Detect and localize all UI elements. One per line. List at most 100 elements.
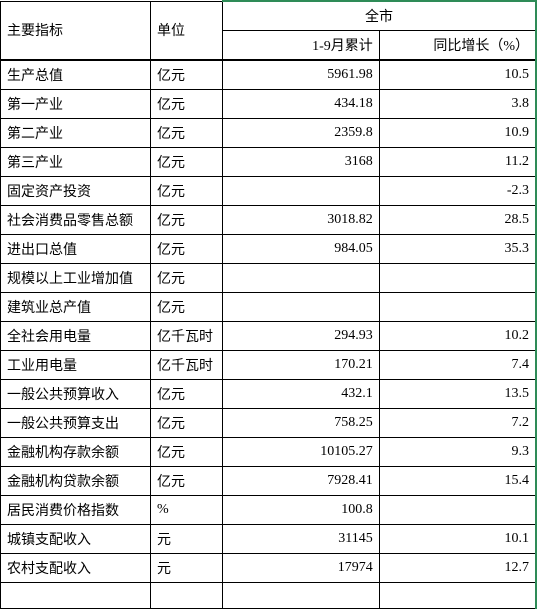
header-row-1: 主要指标 单位 全市 [1,1,537,31]
cell-value: 294.93 [223,322,380,351]
cell-unit: 亿元 [151,264,223,293]
table-row: 一般公共预算支出亿元758.257.2 [1,409,537,438]
cell-growth: 28.5 [379,206,536,235]
cell-unit: 亿元 [151,148,223,177]
cell-growth: 7.2 [379,409,536,438]
cell-value: 432.1 [223,380,380,409]
cell-growth [379,293,536,322]
cell-value: 758.25 [223,409,380,438]
cell-growth: 10.2 [379,322,536,351]
table-row: 城镇支配收入元3114510.1 [1,525,537,554]
cell-indicator: 固定资产投资 [1,177,151,206]
cell-unit: 元 [151,554,223,583]
cell-growth [379,583,536,609]
cell-unit: 亿元 [151,235,223,264]
cell-value: 3168 [223,148,380,177]
table-row: 规模以上工业增加值亿元 [1,264,537,293]
cell-value: 5961.98 [223,60,380,90]
cell-unit: 亿元 [151,467,223,496]
cell-value: 434.18 [223,90,380,119]
cell-indicator: 社会消费品零售总额 [1,206,151,235]
table-row: 建筑业总产值亿元 [1,293,537,322]
cell-growth: 10.1 [379,525,536,554]
cell-value: 170.21 [223,351,380,380]
cell-unit [151,583,223,609]
cell-indicator: 全社会用电量 [1,322,151,351]
cell-indicator: 一般公共预算支出 [1,409,151,438]
cell-value: 31145 [223,525,380,554]
table-row: 工业用电量亿千瓦时170.217.4 [1,351,537,380]
cell-growth: 11.2 [379,148,536,177]
table-row: 固定资产投资亿元 -2.3 [1,177,537,206]
cell-indicator: 金融机构存款余额 [1,438,151,467]
col-header-growth: 同比增长（%） [379,31,536,61]
cell-unit: 亿千瓦时 [151,351,223,380]
table-row [1,583,537,609]
cell-unit: 元 [151,525,223,554]
cell-growth: 10.5 [379,60,536,90]
table-body: 生产总值亿元5961.9810.5第一产业亿元434.183.8第二产业亿元23… [1,60,537,609]
cell-indicator: 居民消费价格指数 [1,496,151,525]
table-row: 金融机构存款余额亿元10105.279.3 [1,438,537,467]
cell-indicator: 一般公共预算收入 [1,380,151,409]
cell-unit: 亿元 [151,380,223,409]
cell-value: 3018.82 [223,206,380,235]
indicators-table: 主要指标 单位 全市 1-9月累计 同比增长（%） 生产总值亿元5961.981… [0,0,537,609]
cell-indicator: 金融机构贷款余额 [1,467,151,496]
cell-growth: 13.5 [379,380,536,409]
cell-indicator [1,583,151,609]
cell-value: 984.05 [223,235,380,264]
cell-unit: 亿千瓦时 [151,322,223,351]
table-row: 一般公共预算收入亿元432.113.5 [1,380,537,409]
cell-growth: 9.3 [379,438,536,467]
cell-growth: 10.9 [379,119,536,148]
col-header-unit: 单位 [151,1,223,60]
cell-unit: 亿元 [151,293,223,322]
cell-growth: 12.7 [379,554,536,583]
cell-value: 7928.41 [223,467,380,496]
cell-indicator: 建筑业总产值 [1,293,151,322]
cell-unit: 亿元 [151,90,223,119]
cell-unit: 亿元 [151,206,223,235]
table-row: 农村支配收入元1797412.7 [1,554,537,583]
table-row: 进出口总值亿元984.0535.3 [1,235,537,264]
cell-growth: 3.8 [379,90,536,119]
cell-growth: -2.3 [379,177,536,206]
cell-unit: % [151,496,223,525]
cell-unit: 亿元 [151,438,223,467]
cell-value: 100.8 [223,496,380,525]
table-row: 第三产业亿元316811.2 [1,148,537,177]
table-row: 第一产业亿元434.183.8 [1,90,537,119]
table-row: 生产总值亿元5961.9810.5 [1,60,537,90]
cell-unit: 亿元 [151,177,223,206]
table-row: 第二产业亿元2359.810.9 [1,119,537,148]
cell-indicator: 第一产业 [1,90,151,119]
table-row: 社会消费品零售总额亿元3018.8228.5 [1,206,537,235]
table-header: 主要指标 单位 全市 1-9月累计 同比增长（%） [1,1,537,60]
cell-indicator: 生产总值 [1,60,151,90]
cell-value: 10105.27 [223,438,380,467]
col-header-cumulative: 1-9月累计 [223,31,380,61]
cell-indicator: 规模以上工业增加值 [1,264,151,293]
cell-growth [379,264,536,293]
cell-value [223,293,380,322]
cell-growth [379,496,536,525]
col-header-city-group: 全市 [223,1,537,31]
cell-indicator: 工业用电量 [1,351,151,380]
cell-indicator: 第二产业 [1,119,151,148]
cell-growth: 7.4 [379,351,536,380]
cell-indicator: 农村支配收入 [1,554,151,583]
cell-value: 17974 [223,554,380,583]
col-header-indicator: 主要指标 [1,1,151,60]
cell-value [223,264,380,293]
cell-unit: 亿元 [151,119,223,148]
cell-indicator: 第三产业 [1,148,151,177]
table-row: 全社会用电量亿千瓦时294.9310.2 [1,322,537,351]
cell-unit: 亿元 [151,60,223,90]
cell-growth: 15.4 [379,467,536,496]
cell-indicator: 进出口总值 [1,235,151,264]
cell-growth: 35.3 [379,235,536,264]
cell-indicator: 城镇支配收入 [1,525,151,554]
cell-value [223,583,380,609]
table-row: 居民消费价格指数%100.8 [1,496,537,525]
